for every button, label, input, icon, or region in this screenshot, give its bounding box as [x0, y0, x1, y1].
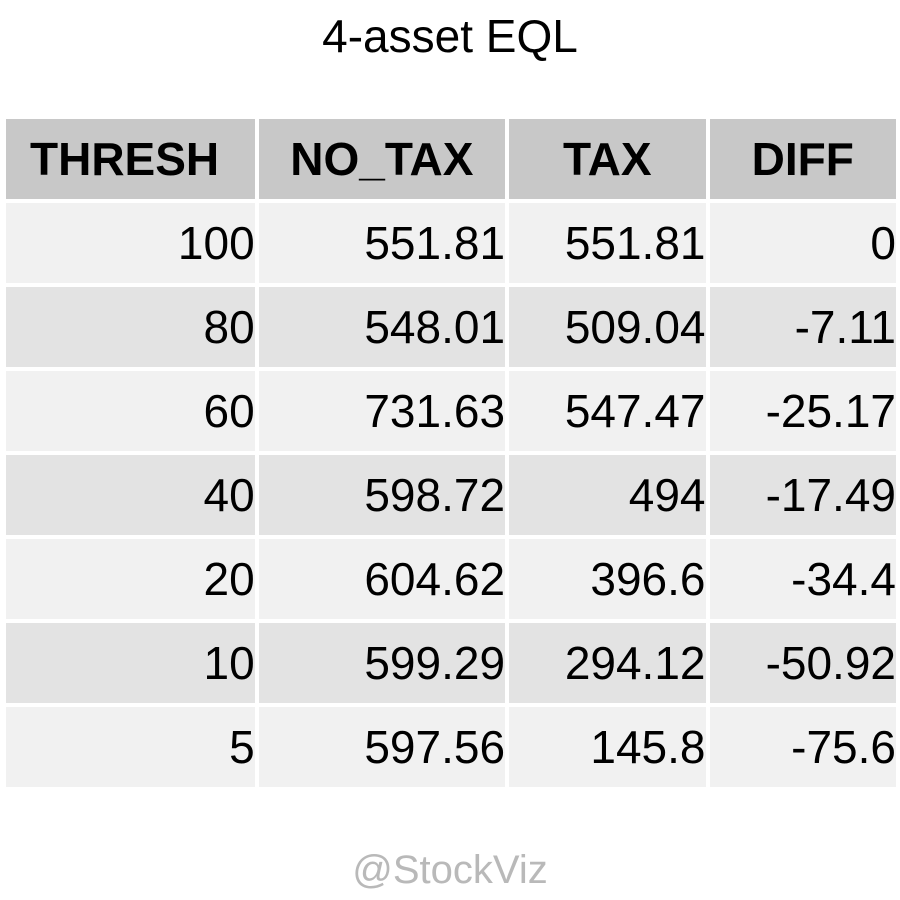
table-row: 60 731.63 547.47 -25.17: [6, 371, 896, 451]
cell-diff: 0: [709, 203, 896, 283]
table-title: 4-asset EQL: [322, 10, 578, 62]
cell-thresh: 10: [6, 623, 255, 703]
cell-tax: 509.04: [509, 287, 706, 367]
column-header-diff: DIFF: [709, 119, 896, 199]
column-header-tax: TAX: [509, 119, 706, 199]
data-table: THRESH NO_TAX TAX DIFF 100 551.81 551.81…: [2, 115, 900, 791]
header-row: THRESH NO_TAX TAX DIFF: [6, 119, 896, 199]
cell-thresh: 100: [6, 203, 255, 283]
table-row: 80 548.01 509.04 -7.11: [6, 287, 896, 367]
cell-thresh: 60: [6, 371, 255, 451]
cell-no-tax: 598.72: [258, 455, 506, 535]
cell-diff: -7.11: [709, 287, 896, 367]
cell-no-tax: 731.63: [258, 371, 506, 451]
table-row: 5 597.56 145.8 -75.6: [6, 707, 896, 787]
cell-diff: -25.17: [709, 371, 896, 451]
cell-tax: 547.47: [509, 371, 706, 451]
cell-tax: 396.6: [509, 539, 706, 619]
cell-diff: -50.92: [709, 623, 896, 703]
cell-thresh: 80: [6, 287, 255, 367]
cell-no-tax: 604.62: [258, 539, 506, 619]
column-header-no-tax: NO_TAX: [258, 119, 506, 199]
cell-thresh: 5: [6, 707, 255, 787]
table-row: 20 604.62 396.6 -34.4: [6, 539, 896, 619]
cell-diff: -34.4: [709, 539, 896, 619]
cell-thresh: 20: [6, 539, 255, 619]
cell-diff: -75.6: [709, 707, 896, 787]
cell-diff: -17.49: [709, 455, 896, 535]
cell-tax: 145.8: [509, 707, 706, 787]
cell-no-tax: 597.56: [258, 707, 506, 787]
cell-tax: 551.81: [509, 203, 706, 283]
cell-thresh: 40: [6, 455, 255, 535]
column-header-thresh: THRESH: [6, 119, 255, 199]
cell-no-tax: 599.29: [258, 623, 506, 703]
cell-tax: 494: [509, 455, 706, 535]
cell-no-tax: 551.81: [258, 203, 506, 283]
table-row: 100 551.81 551.81 0: [6, 203, 896, 283]
table-row: 40 598.72 494 -17.49: [6, 455, 896, 535]
cell-tax: 294.12: [509, 623, 706, 703]
watermark-text: @StockViz: [352, 848, 548, 892]
cell-no-tax: 548.01: [258, 287, 506, 367]
table-row: 10 599.29 294.12 -50.92: [6, 623, 896, 703]
